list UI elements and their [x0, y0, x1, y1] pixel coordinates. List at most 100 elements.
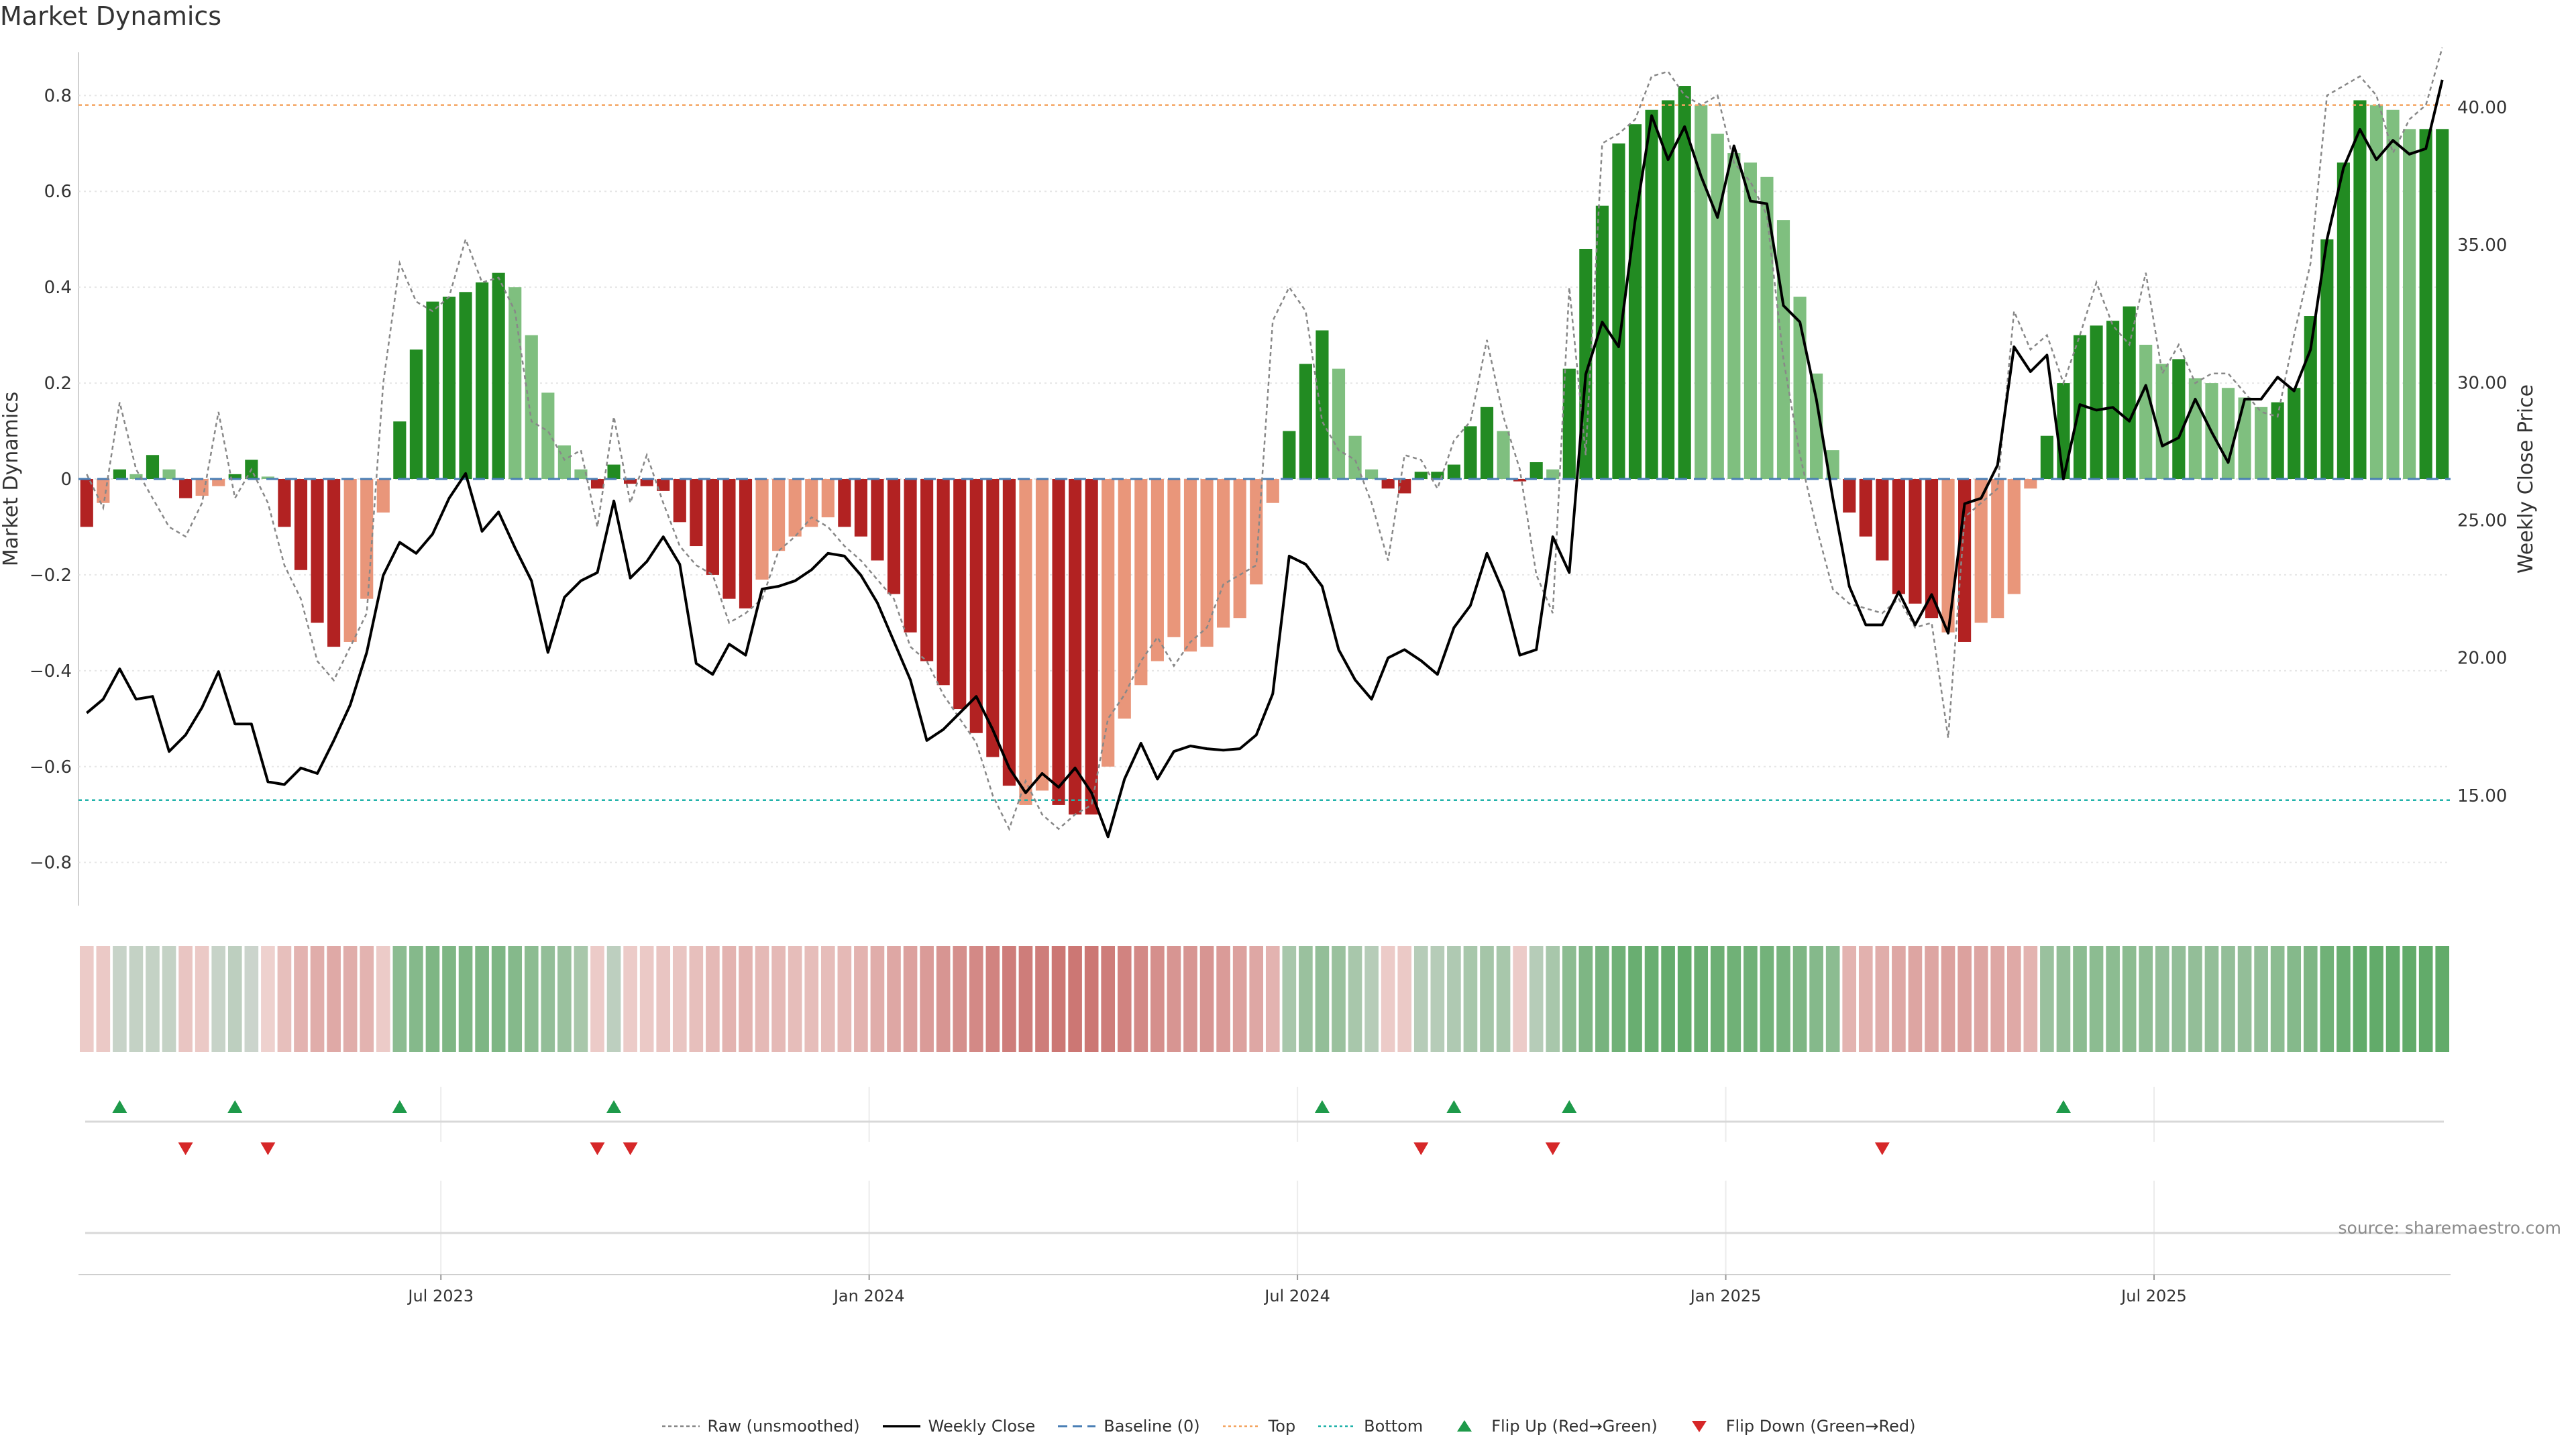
bar: [690, 479, 703, 547]
y-tick-label: 0.4: [44, 278, 72, 298]
bar: [508, 287, 522, 479]
bar: [113, 469, 126, 479]
bar: [146, 455, 160, 479]
legend-item-raw: Raw (unsmoothed): [661, 1417, 860, 1436]
strip-cell: [1858, 946, 1873, 1052]
strip-cell: [689, 946, 704, 1052]
strip-cell: [1941, 946, 1955, 1052]
strip-cell: [1677, 946, 1692, 1052]
bar: [1991, 479, 2004, 619]
strip-cell: [969, 946, 983, 1052]
y2-tick-label: 40.00: [2457, 98, 2507, 118]
bar: [1843, 479, 1856, 513]
bar: [409, 350, 423, 479]
strip-cell: [409, 946, 423, 1052]
bar: [1892, 479, 1905, 594]
strip-cell: [113, 946, 127, 1052]
bar: [1069, 479, 1082, 815]
strip-cell: [722, 946, 737, 1052]
strip-cell: [541, 946, 555, 1052]
bar: [1695, 105, 1708, 479]
bar: [1316, 330, 1329, 479]
strip-cell: [2023, 946, 2038, 1052]
strip-cell: [508, 946, 523, 1052]
bar: [904, 479, 917, 633]
legend-item-baseline: Baseline (0): [1057, 1417, 1200, 1436]
bar: [1464, 426, 1477, 479]
strip-cell: [2287, 946, 2302, 1052]
bar: [854, 479, 867, 537]
bar: [1035, 479, 1049, 791]
legend-item-close: Weekly Close: [881, 1417, 1035, 1436]
bar: [2090, 325, 2103, 479]
bar: [459, 292, 472, 479]
bar: [1019, 479, 1032, 805]
strip-cell: [244, 946, 259, 1052]
bar: [2188, 378, 2202, 479]
strip-cell: [2270, 946, 2285, 1052]
flip-down-marker: [1545, 1142, 1560, 1155]
strip-cell: [1710, 946, 1725, 1052]
strip-cell: [1743, 946, 1758, 1052]
bar: [673, 479, 686, 523]
strip-cell: [1447, 946, 1461, 1052]
strip-cell: [1496, 946, 1511, 1052]
strip-cell: [1578, 946, 1593, 1052]
legend-swatch: [1058, 1425, 1096, 1428]
strip-cell: [903, 946, 918, 1052]
bar: [1052, 479, 1065, 805]
bar: [805, 479, 818, 527]
bar: [294, 479, 308, 570]
strip-cell: [1825, 946, 1840, 1052]
bar: [1266, 479, 1279, 503]
legend-label: Flip Down (Green→Red): [1725, 1417, 1916, 1436]
strip-cell: [2418, 946, 2433, 1052]
strip-cell: [1150, 946, 1165, 1052]
strip-cell: [129, 946, 144, 1052]
strip-cell: [2122, 946, 2137, 1052]
bar: [80, 479, 93, 527]
legend-item-top: Top: [1222, 1417, 1295, 1436]
flip-up-marker: [1446, 1100, 1462, 1113]
legend-swatch: [1222, 1425, 1260, 1428]
bar: [1776, 220, 1790, 479]
bar: [706, 479, 719, 575]
bar: [1102, 479, 1115, 767]
bar: [442, 297, 456, 479]
strip-cell: [162, 946, 176, 1052]
strip-cell: [1199, 946, 1214, 1052]
strip-cell: [771, 946, 786, 1052]
bar: [838, 479, 851, 527]
strip-cell: [2006, 946, 2021, 1052]
strip-cell: [2221, 946, 2235, 1052]
bar: [1381, 479, 1395, 489]
strip-cell: [1282, 946, 1297, 1052]
bar: [1250, 479, 1263, 585]
strip-cell: [261, 946, 275, 1052]
bar: [1662, 100, 1675, 479]
x-tick-label: Jan 2025: [1689, 1287, 1762, 1305]
bar: [1332, 368, 1346, 479]
strip-cell: [1908, 946, 1923, 1052]
strip-cell: [590, 946, 604, 1052]
strip-cell: [1842, 946, 1857, 1052]
bar: [212, 479, 225, 486]
strip-cell: [1299, 946, 1313, 1052]
strip-cell: [227, 946, 242, 1052]
strip-cell: [310, 946, 325, 1052]
legend-label: Raw (unsmoothed): [707, 1417, 860, 1436]
bar: [162, 469, 176, 479]
bar: [821, 479, 835, 518]
bar: [1546, 469, 1560, 479]
y2-axis-label: Weekly Close Price: [2514, 384, 2538, 574]
bar: [1925, 479, 1939, 619]
bar: [311, 479, 324, 623]
bar: [1134, 479, 1148, 686]
strip-cell: [2089, 946, 2104, 1052]
bar: [1513, 479, 1527, 482]
bar: [476, 282, 489, 479]
bar: [541, 392, 555, 479]
strip-cell: [656, 946, 671, 1052]
flip-up-marker: [1314, 1100, 1330, 1113]
strip-cell: [2155, 946, 2169, 1052]
